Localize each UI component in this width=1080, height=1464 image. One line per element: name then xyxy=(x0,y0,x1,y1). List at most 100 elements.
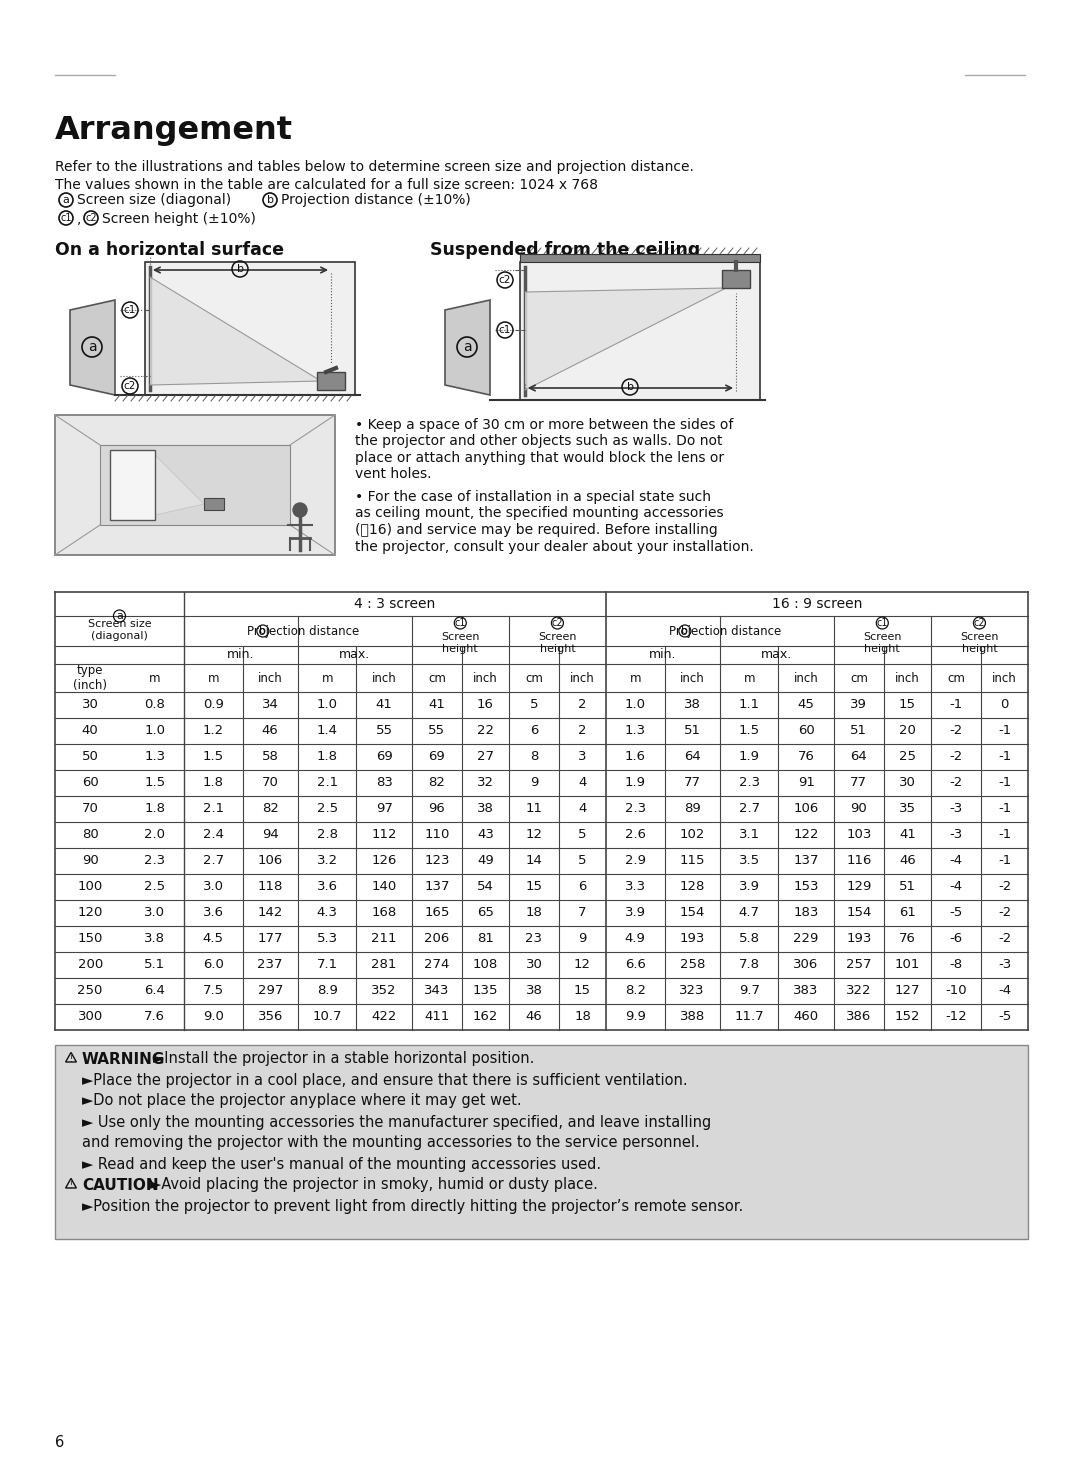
Text: -2: -2 xyxy=(998,933,1011,946)
Text: 20: 20 xyxy=(899,725,916,738)
Text: 15: 15 xyxy=(526,880,542,893)
Text: 2.0: 2.0 xyxy=(144,829,165,842)
Text: 15: 15 xyxy=(575,984,591,997)
Text: 51: 51 xyxy=(850,725,867,738)
Text: 211: 211 xyxy=(372,933,396,946)
Text: 2: 2 xyxy=(578,698,586,712)
Text: 1.0: 1.0 xyxy=(625,698,646,712)
Text: 135: 135 xyxy=(473,984,498,997)
Text: 11.7: 11.7 xyxy=(734,1010,764,1023)
Text: 1.6: 1.6 xyxy=(625,751,646,764)
Text: 356: 356 xyxy=(257,1010,283,1023)
Text: 1.5: 1.5 xyxy=(739,725,759,738)
Text: 206: 206 xyxy=(424,933,449,946)
Text: 154: 154 xyxy=(846,906,872,919)
Text: cm: cm xyxy=(428,672,446,685)
Text: 38: 38 xyxy=(684,698,701,712)
Text: 1.0: 1.0 xyxy=(316,698,338,712)
Text: 6: 6 xyxy=(55,1435,64,1449)
Text: inch: inch xyxy=(794,672,819,685)
Text: -4: -4 xyxy=(998,984,1011,997)
Text: 10.7: 10.7 xyxy=(312,1010,342,1023)
Text: min.: min. xyxy=(227,649,255,662)
Text: 40: 40 xyxy=(82,725,98,738)
Text: 58: 58 xyxy=(261,751,279,764)
Bar xyxy=(318,372,345,389)
Text: 60: 60 xyxy=(82,776,98,789)
Text: 89: 89 xyxy=(684,802,701,815)
Text: 0: 0 xyxy=(1000,698,1009,712)
Text: 25: 25 xyxy=(899,751,916,764)
Bar xyxy=(55,414,335,555)
Text: 7.6: 7.6 xyxy=(144,1010,165,1023)
Text: 297: 297 xyxy=(257,984,283,997)
Text: 4: 4 xyxy=(579,776,586,789)
Text: 0.8: 0.8 xyxy=(145,698,165,712)
Text: 127: 127 xyxy=(894,984,920,997)
Text: 1.1: 1.1 xyxy=(739,698,759,712)
Bar xyxy=(204,498,224,509)
Text: 1.4: 1.4 xyxy=(316,725,338,738)
Text: c1: c1 xyxy=(499,325,511,335)
Text: 90: 90 xyxy=(850,802,867,815)
Text: -2: -2 xyxy=(949,725,962,738)
Text: 2.8: 2.8 xyxy=(316,829,338,842)
Text: 122: 122 xyxy=(794,829,819,842)
Text: -1: -1 xyxy=(998,751,1011,764)
Text: Projection distance (±10%): Projection distance (±10%) xyxy=(281,193,471,206)
Text: 3.0: 3.0 xyxy=(144,906,165,919)
Text: 14: 14 xyxy=(526,855,542,868)
Text: 22: 22 xyxy=(477,725,494,738)
Text: 322: 322 xyxy=(846,984,872,997)
Text: 5.8: 5.8 xyxy=(739,933,759,946)
Text: the projector and other objects such as walls. Do not: the projector and other objects such as … xyxy=(355,435,723,448)
Text: ►Do not place the projector anyplace where it may get wet.: ►Do not place the projector anyplace whe… xyxy=(82,1094,522,1108)
Text: 1.5: 1.5 xyxy=(203,751,224,764)
Text: 82: 82 xyxy=(261,802,279,815)
Text: 281: 281 xyxy=(372,959,396,972)
Text: 6.4: 6.4 xyxy=(145,984,165,997)
Text: 18: 18 xyxy=(526,906,542,919)
Text: 1.0: 1.0 xyxy=(144,725,165,738)
Text: 126: 126 xyxy=(372,855,396,868)
Text: 1.5: 1.5 xyxy=(144,776,165,789)
Text: -3: -3 xyxy=(949,829,962,842)
Text: 45: 45 xyxy=(798,698,814,712)
Text: 323: 323 xyxy=(679,984,705,997)
Text: -10: -10 xyxy=(945,984,967,997)
Text: m: m xyxy=(207,672,219,685)
Text: 1.3: 1.3 xyxy=(624,725,646,738)
Text: place or attach anything that would block the lens or: place or attach anything that would bloc… xyxy=(355,451,724,466)
Text: 60: 60 xyxy=(798,725,814,738)
Text: 4 : 3 screen: 4 : 3 screen xyxy=(354,597,435,610)
Text: 3.0: 3.0 xyxy=(203,880,224,893)
Text: b: b xyxy=(259,627,267,635)
Text: 96: 96 xyxy=(429,802,445,815)
Text: 162: 162 xyxy=(473,1010,498,1023)
Text: 38: 38 xyxy=(477,802,494,815)
Text: 200: 200 xyxy=(78,959,103,972)
Text: max.: max. xyxy=(761,649,793,662)
Text: 193: 193 xyxy=(679,933,705,946)
Text: 306: 306 xyxy=(794,959,819,972)
Text: 51: 51 xyxy=(899,880,916,893)
Text: 7.1: 7.1 xyxy=(316,959,338,972)
Text: and removing the projector with the mounting accessories to the service personne: and removing the projector with the moun… xyxy=(82,1136,700,1151)
Text: 258: 258 xyxy=(679,959,705,972)
Text: 65: 65 xyxy=(477,906,494,919)
Text: 193: 193 xyxy=(846,933,872,946)
Text: 4.5: 4.5 xyxy=(203,933,224,946)
Text: 77: 77 xyxy=(850,776,867,789)
Text: 4.9: 4.9 xyxy=(625,933,646,946)
Text: 3.6: 3.6 xyxy=(203,906,224,919)
Text: 46: 46 xyxy=(261,725,279,738)
Text: -4: -4 xyxy=(949,855,962,868)
Text: 250: 250 xyxy=(78,984,103,997)
Text: ►Position the projector to prevent light from directly hitting the projector’s r: ►Position the projector to prevent light… xyxy=(82,1199,743,1214)
Text: 1.9: 1.9 xyxy=(625,776,646,789)
Text: (16) and service may be required. Before installing: (16) and service may be required. Befor… xyxy=(355,523,718,537)
Text: inch: inch xyxy=(679,672,704,685)
Text: 137: 137 xyxy=(794,855,819,868)
Text: 46: 46 xyxy=(899,855,916,868)
Text: 9: 9 xyxy=(579,933,586,946)
